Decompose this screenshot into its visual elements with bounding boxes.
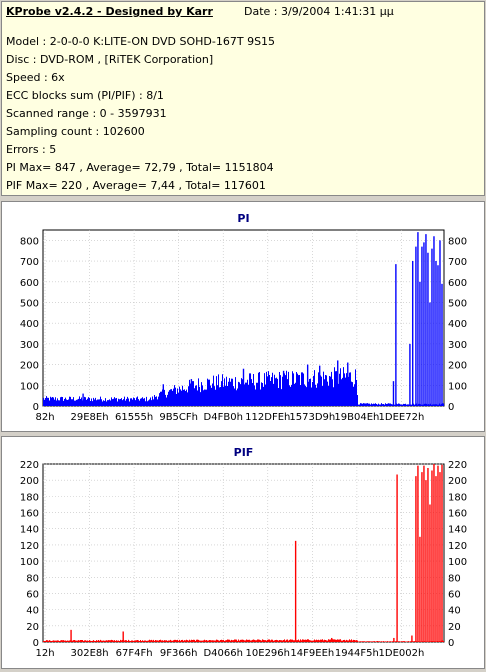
pif-chart-title: PIF: [234, 446, 254, 459]
pi-series: [43, 232, 444, 406]
pi-x-tick: 9B5CFh: [159, 412, 198, 423]
pi-y-tick-left: 200: [20, 361, 39, 372]
pi-y-tick-left: 0: [33, 402, 39, 413]
pif-x-tick: D4066h: [203, 648, 243, 659]
pif-x-tick: 1DE002h: [379, 648, 425, 659]
pif-y-tick-right: 60: [448, 589, 461, 600]
pi-x-tick: D4FB0h: [204, 412, 243, 423]
pi-y-tick-right: 700: [448, 257, 467, 268]
pi-x-tick: 1DEE72h: [379, 412, 425, 423]
pif-x-tick: 1944F5h: [335, 648, 379, 659]
pif-y-tick-left: 100: [20, 557, 39, 568]
pi-summary-line: PI Max= 847 , Average= 72,79 , Total= 11…: [6, 161, 274, 174]
pif-y-tick-left: 80: [26, 573, 39, 584]
pif-summary-line: PIF Max= 220 , Average= 7,44 , Total= 11…: [6, 179, 266, 192]
scan-date: Date : 3/9/2004 1:41:31 μμ: [244, 5, 394, 18]
pi-y-tick-right: 500: [448, 298, 467, 309]
pif-y-tick-left: 220: [20, 460, 39, 471]
model-line: Model : 2-0-0-0 K:LITE-ON DVD SOHD-167T …: [6, 35, 276, 48]
pi-y-tick-right: 600: [448, 278, 467, 289]
pif-y-tick-right: 140: [448, 525, 467, 536]
pif-y-tick-right: 180: [448, 492, 467, 503]
pif-y-tick-left: 0: [33, 638, 39, 649]
pif-chart: PIF 0 0 20 20 40 40 60 60 80 80 100 100 120 120 140 140 1…: [20, 446, 467, 659]
pi-x-tick: 19B04Eh: [334, 412, 379, 423]
speed-line: Speed : 6x: [6, 71, 65, 84]
pif-series: [43, 464, 444, 642]
pi-y-tick-right: 100: [448, 381, 467, 392]
pif-y-tick-left: 40: [26, 606, 39, 617]
pi-x-tick: 112DFEh: [245, 412, 290, 423]
pif-y-tick-left: 120: [20, 541, 39, 552]
sampling-line: Sampling count : 102600: [6, 125, 145, 138]
pif-y-tick-right: 20: [448, 622, 461, 633]
pi-x-tick: 82h: [35, 412, 54, 423]
pif-x-tick: 67F4Fh: [116, 648, 153, 659]
pi-chart-panel: PI 0 0 100 100 200 200 300 300 400 400 500 500 600 600…: [1, 201, 485, 432]
pi-chart: PI 0 0 100 100 200 200 300 300 400 400 500 500 600 600…: [20, 212, 467, 423]
pi-y-tick-left: 700: [20, 257, 39, 268]
pif-y-tick-left: 20: [26, 622, 39, 633]
pif-y-tick-left: 140: [20, 525, 39, 536]
pi-chart-title: PI: [237, 212, 249, 225]
pi-y-tick-right: 400: [448, 319, 467, 330]
pi-x-tick: 61555h: [115, 412, 153, 423]
pi-y-tick-right: 300: [448, 340, 467, 351]
pi-y-tick-right: 0: [448, 402, 454, 413]
pi-y-tick-left: 800: [20, 236, 39, 247]
pi-y-tick-left: 600: [20, 278, 39, 289]
pi-x-tick: 1573D9h: [289, 412, 335, 423]
pif-x-tick: 10E296h: [246, 648, 290, 659]
pif-plot-area: [42, 463, 445, 643]
pif-y-tick-right: 200: [448, 476, 467, 487]
pif-y-tick-right: 220: [448, 460, 467, 471]
pif-x-tick: 14F9EEh: [290, 648, 334, 659]
pi-y-tick-right: 800: [448, 236, 467, 247]
pif-y-tick-left: 160: [20, 509, 39, 520]
pi-y-tick-right: 200: [448, 361, 467, 372]
pif-y-tick-left: 180: [20, 492, 39, 503]
pif-chart-panel: PIF 0 0 20 20 40 40 60 60 80 80 100 100 120 120 140 140 1…: [1, 436, 485, 669]
pi-y-tick-left: 500: [20, 298, 39, 309]
pif-y-tick-right: 40: [448, 606, 461, 617]
pi-x-tick: 29E8Eh: [71, 412, 109, 423]
pif-y-tick-right: 160: [448, 509, 467, 520]
pif-y-tick-right: 80: [448, 573, 461, 584]
pi-y-tick-left: 300: [20, 340, 39, 351]
pif-y-tick-right: 120: [448, 541, 467, 552]
pif-x-tick: 9F366h: [160, 648, 198, 659]
pif-y-tick-left: 60: [26, 589, 39, 600]
pi-y-tick-left: 100: [20, 381, 39, 392]
range-line: Scanned range : 0 - 3597931: [6, 107, 167, 120]
pif-x-tick: 302E8h: [71, 648, 109, 659]
disc-line: Disc : DVD-ROM , [RiTEK Corporation]: [6, 53, 214, 66]
errors-line: Errors : 5: [6, 143, 57, 156]
pi-y-tick-left: 400: [20, 319, 39, 330]
ecc-line: ECC blocks sum (PI/PIF) : 8/1: [6, 89, 164, 102]
pif-y-tick-right: 100: [448, 557, 467, 568]
app-title: KProbe v2.4.2 - Designed by Karr: [6, 5, 213, 18]
info-panel: KProbe v2.4.2 - Designed by Karr Date : …: [1, 1, 485, 196]
pif-y-tick-left: 200: [20, 476, 39, 487]
pif-y-tick-right: 0: [448, 638, 454, 649]
pif-x-tick: 12h: [35, 648, 54, 659]
